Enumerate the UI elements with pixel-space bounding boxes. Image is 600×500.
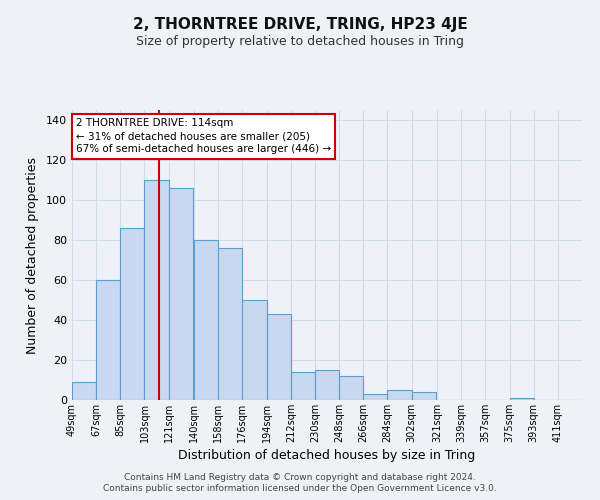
- Bar: [315, 370, 339, 400]
- Bar: [509, 398, 533, 400]
- Bar: [412, 392, 436, 400]
- Bar: [72, 382, 96, 400]
- Bar: [96, 280, 121, 400]
- Bar: [194, 240, 218, 400]
- Bar: [339, 376, 363, 400]
- Text: 2 THORNTREE DRIVE: 114sqm
← 31% of detached houses are smaller (205)
67% of semi: 2 THORNTREE DRIVE: 114sqm ← 31% of detac…: [76, 118, 331, 154]
- Text: Contains public sector information licensed under the Open Government Licence v3: Contains public sector information licen…: [103, 484, 497, 493]
- Bar: [266, 314, 291, 400]
- Bar: [242, 300, 266, 400]
- X-axis label: Distribution of detached houses by size in Tring: Distribution of detached houses by size …: [178, 449, 476, 462]
- Bar: [121, 228, 145, 400]
- Text: Contains HM Land Registry data © Crown copyright and database right 2024.: Contains HM Land Registry data © Crown c…: [124, 472, 476, 482]
- Bar: [388, 390, 412, 400]
- Y-axis label: Number of detached properties: Number of detached properties: [26, 156, 39, 354]
- Bar: [218, 248, 242, 400]
- Text: 2, THORNTREE DRIVE, TRING, HP23 4JE: 2, THORNTREE DRIVE, TRING, HP23 4JE: [133, 18, 467, 32]
- Bar: [291, 372, 315, 400]
- Bar: [363, 394, 388, 400]
- Text: Size of property relative to detached houses in Tring: Size of property relative to detached ho…: [136, 35, 464, 48]
- Bar: [145, 180, 169, 400]
- Bar: [169, 188, 193, 400]
